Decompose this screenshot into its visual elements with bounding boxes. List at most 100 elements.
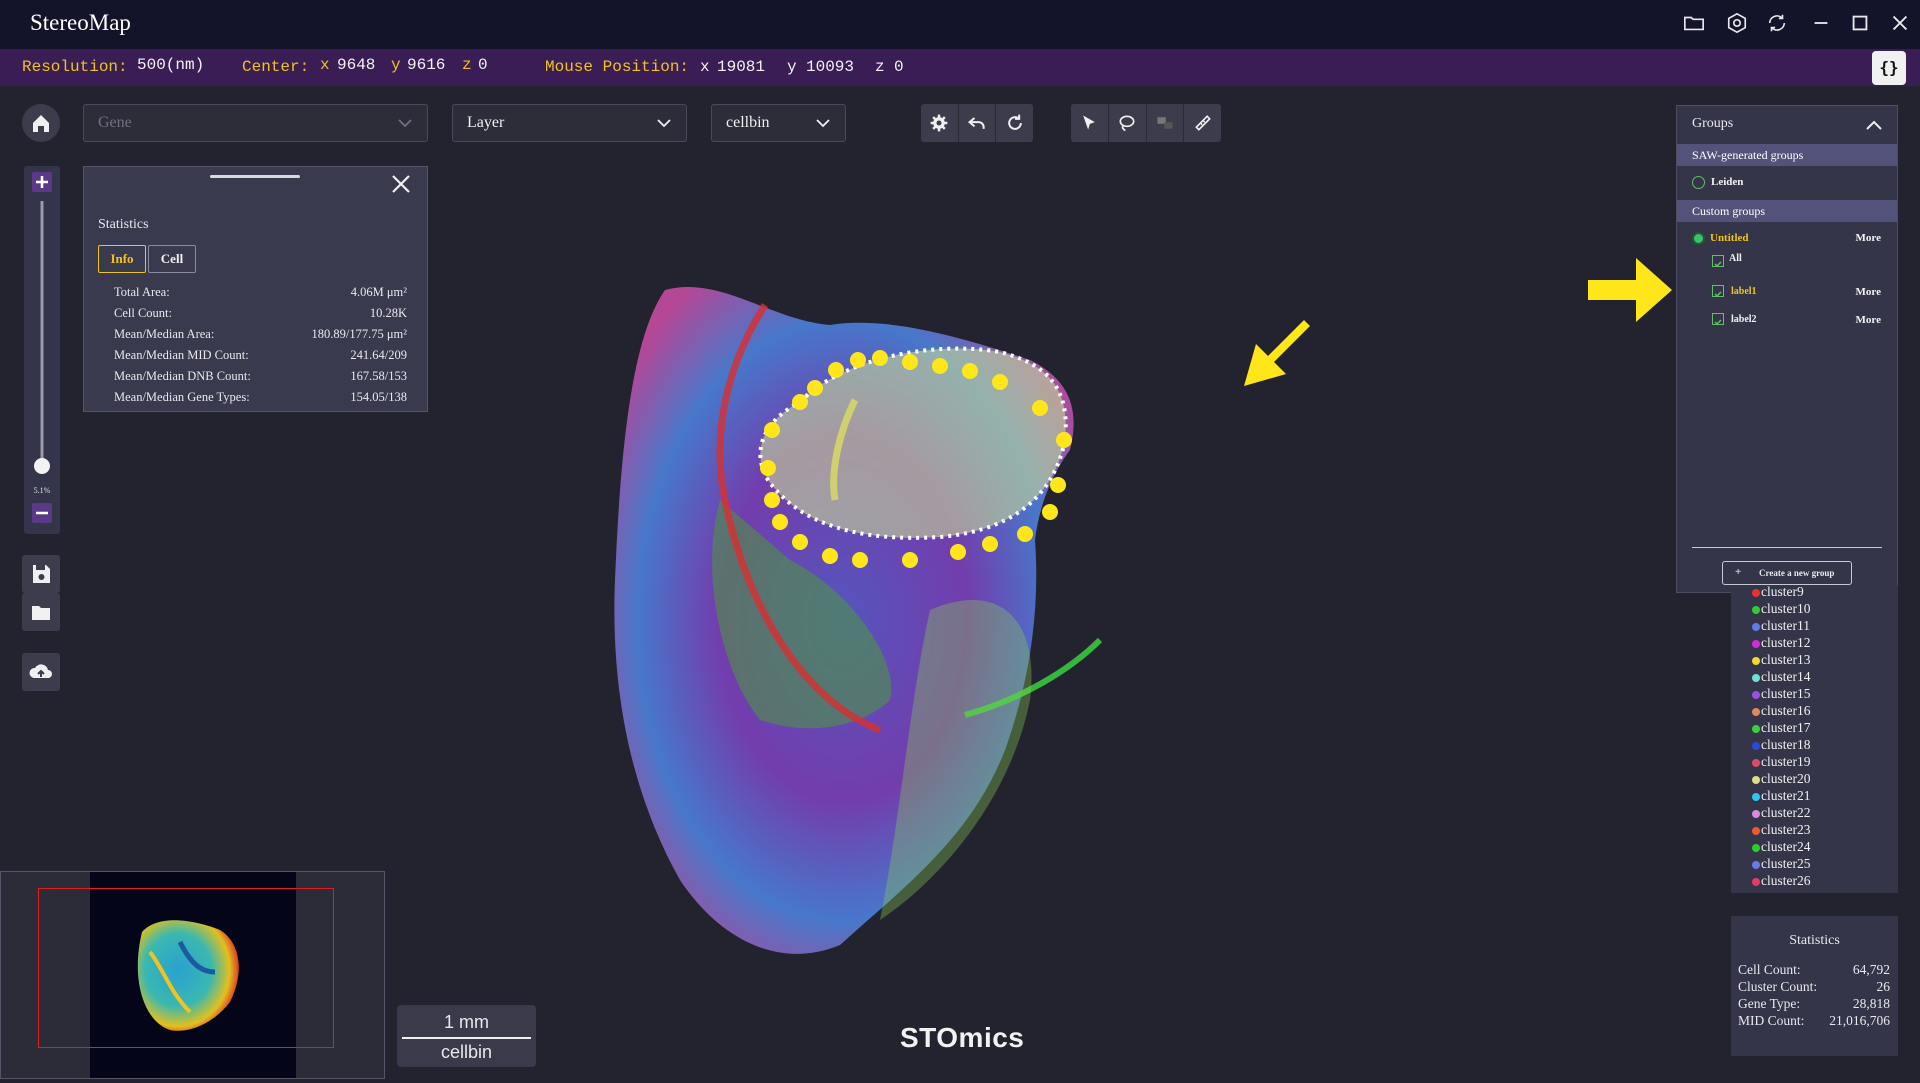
legend-color-dot (1752, 708, 1760, 716)
close-window-icon[interactable] (1889, 12, 1915, 38)
stat-value: 64,792 (1853, 962, 1890, 978)
legend-color-dot (1752, 776, 1760, 784)
legend-item[interactable]: cluster24 (1761, 839, 1811, 855)
stat-value: 10.28K (370, 306, 407, 321)
bin-select[interactable]: cellbin (711, 104, 846, 142)
stat-row: Mean/Median Area: 180.89/177.75 μm² (114, 327, 407, 342)
zoom-handle[interactable] (34, 458, 50, 474)
undo-button[interactable] (959, 104, 997, 142)
resolution-label: Resolution: (22, 58, 128, 76)
label1-more-button[interactable]: More (1856, 286, 1881, 298)
label1-label[interactable]: label1 (1731, 286, 1757, 297)
legend-item[interactable]: cluster16 (1761, 703, 1811, 719)
legend-label: cluster16 (1761, 703, 1811, 718)
center-x-value: 9648 (337, 56, 375, 74)
legend-label: cluster19 (1761, 754, 1811, 769)
label2-checkbox[interactable] (1712, 313, 1724, 325)
legend-item[interactable]: cluster18 (1761, 737, 1811, 753)
legend-label: cluster14 (1761, 669, 1811, 684)
label1-checkbox[interactable] (1712, 285, 1724, 297)
drag-handle[interactable] (210, 175, 300, 178)
legend-item[interactable]: cluster10 (1761, 601, 1811, 617)
statistics-panel: Statistics Cell Count: 64,792 Cluster Coun… (1731, 916, 1898, 1056)
view-settings-button[interactable] (921, 104, 959, 142)
legend-item[interactable]: cluster12 (1761, 635, 1811, 651)
legend-color-dot (1752, 810, 1760, 818)
legend-item[interactable]: cluster23 (1761, 822, 1811, 838)
tab-info[interactable]: Info (98, 245, 146, 273)
legend-color-dot (1752, 606, 1760, 614)
chevron-up-icon[interactable] (1865, 118, 1883, 132)
bin-select-value: cellbin (726, 114, 770, 132)
legend-item[interactable]: cluster14 (1761, 669, 1811, 685)
sync-icon[interactable] (1766, 12, 1792, 38)
pointer-tool[interactable] (1071, 104, 1109, 142)
maximize-icon[interactable] (1849, 12, 1875, 38)
untitled-group-label[interactable]: Untitled (1710, 232, 1749, 244)
cloud-upload-button[interactable] (22, 653, 60, 691)
stat-value: 180.89/177.75 μm² (311, 327, 407, 342)
untitled-more-button[interactable]: More (1856, 232, 1881, 244)
leiden-radio[interactable] (1692, 176, 1705, 189)
legend-item[interactable]: cluster13 (1761, 652, 1811, 668)
region-tool[interactable] (1147, 104, 1185, 142)
center-y-axis: y (391, 56, 401, 74)
gear-icon (929, 113, 949, 133)
refresh-button[interactable] (996, 104, 1033, 142)
layer-select[interactable]: Layer (452, 104, 687, 142)
lasso-tool[interactable] (1109, 104, 1147, 142)
minimap[interactable] (0, 871, 385, 1079)
open-folder-icon[interactable] (1683, 12, 1709, 38)
minimize-icon[interactable] (1810, 12, 1836, 38)
zoom-in-icon[interactable] (32, 172, 52, 192)
open-file-button[interactable] (22, 593, 60, 631)
legend-item[interactable]: cluster17 (1761, 720, 1811, 736)
zoom-slider[interactable]: 5.1% (24, 166, 60, 534)
legend-item[interactable]: cluster15 (1761, 686, 1811, 702)
custom-groups-section: Custom groups (1677, 200, 1897, 222)
legend-label: cluster18 (1761, 737, 1811, 752)
legend-label: cluster9 (1761, 584, 1804, 599)
undo-icon (967, 113, 987, 133)
tab-cell[interactable]: Cell (148, 245, 196, 273)
stat-label: MID Count: (1738, 1013, 1804, 1028)
close-icon[interactable] (390, 173, 412, 195)
save-button[interactable] (22, 555, 60, 593)
mouse-y-value: 10093 (806, 58, 854, 76)
settings-icon[interactable] (1726, 12, 1752, 38)
label2-label[interactable]: label2 (1731, 314, 1757, 325)
untitled-radio[interactable] (1692, 232, 1705, 245)
label2-more-button[interactable]: More (1856, 314, 1881, 326)
legend-item[interactable]: cluster11 (1761, 618, 1810, 634)
legend-item[interactable]: cluster25 (1761, 856, 1811, 872)
scale-bar: 1 mm cellbin (397, 1005, 536, 1067)
legend-item[interactable]: cluster26 (1761, 873, 1811, 889)
legend-item[interactable]: cluster9 (1761, 584, 1804, 600)
tissue-canvas[interactable] (600, 280, 1320, 970)
legend-item[interactable]: cluster21 (1761, 788, 1811, 804)
legend-color-dot (1752, 827, 1760, 835)
home-button[interactable] (22, 104, 60, 142)
stat-value: 21,016,706 (1829, 1013, 1890, 1029)
stat-row: Cluster Count: 26 (1738, 979, 1890, 995)
stats-panel-title: Statistics (1731, 933, 1898, 949)
legend-item[interactable]: cluster22 (1761, 805, 1811, 821)
ruler-tool[interactable] (1184, 104, 1221, 142)
all-checkbox[interactable] (1712, 255, 1724, 267)
legend-item[interactable]: cluster19 (1761, 754, 1811, 770)
stat-label: Cell Count: (114, 306, 172, 320)
chevron-down-icon (815, 115, 831, 131)
legend-item[interactable]: cluster20 (1761, 771, 1811, 787)
code-toggle-button[interactable]: {} (1872, 51, 1906, 85)
mouse-z-axis: z (875, 58, 885, 76)
legend-color-dot (1752, 623, 1760, 631)
center-y-value: 9616 (407, 56, 445, 74)
leiden-label[interactable]: Leiden (1711, 176, 1743, 188)
create-group-button[interactable]: + Create a new group (1722, 561, 1852, 585)
zoom-out-icon[interactable] (32, 503, 52, 523)
stat-value: 4.06M μm² (351, 285, 407, 300)
stat-label: Total Area: (114, 285, 170, 299)
gene-select[interactable]: Gene (83, 104, 428, 142)
layer-select-value: Layer (467, 114, 504, 132)
viewport-rect[interactable] (38, 888, 334, 1048)
